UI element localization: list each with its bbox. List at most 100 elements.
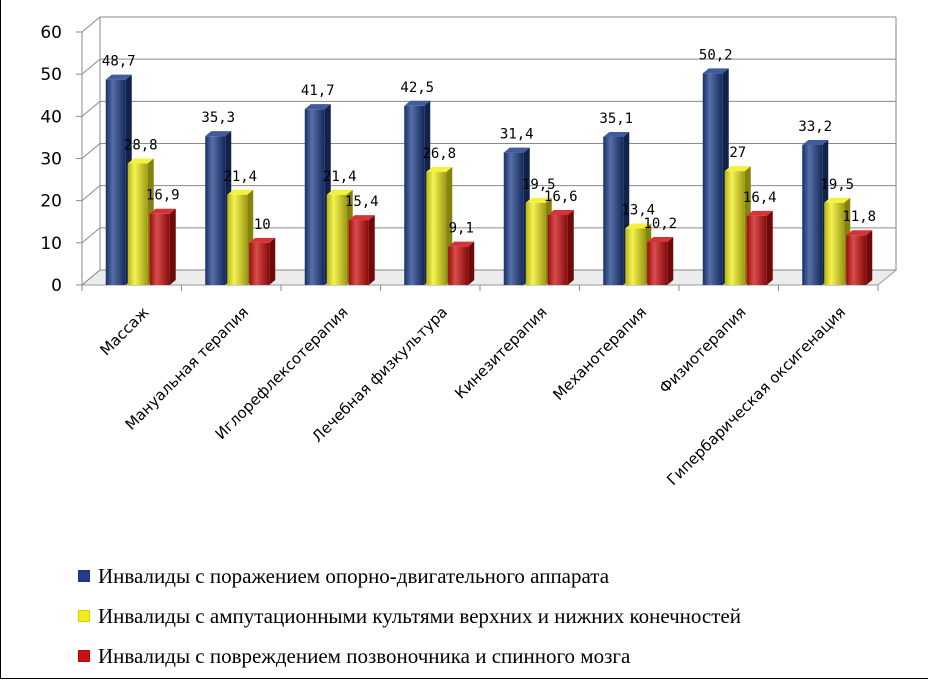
bar-top xyxy=(702,68,729,74)
bar-body xyxy=(603,136,624,285)
legend-label-3: Инвалиды с повреждением позвоночника и с… xyxy=(98,643,631,668)
bar-body xyxy=(724,171,745,285)
bar-side xyxy=(766,210,773,285)
x-category-label: Механотерапия xyxy=(549,303,650,404)
bar-top xyxy=(249,237,276,243)
bar-body xyxy=(127,163,148,285)
bar-top xyxy=(448,241,475,247)
bar-body xyxy=(802,145,823,285)
data-label: 10,2 xyxy=(643,216,677,232)
bar-top xyxy=(846,230,873,236)
y-tick-label: 10 xyxy=(40,234,62,254)
y-tick-label: 60 xyxy=(40,23,62,43)
data-label: 48,7 xyxy=(102,54,136,70)
gridline-side xyxy=(81,227,101,244)
data-label: 15,4 xyxy=(345,194,379,210)
bar-top xyxy=(802,140,829,146)
bar xyxy=(746,210,773,285)
bar-body xyxy=(846,235,867,285)
gridline-side xyxy=(81,269,101,286)
bar-body xyxy=(702,73,723,285)
legend-label-2: Инвалиды с ампутационными культями верхн… xyxy=(98,603,741,628)
data-label: 42,5 xyxy=(400,80,434,96)
legend: Инвалиды с поражением опорно-двигательно… xyxy=(78,556,741,676)
bar xyxy=(647,236,674,285)
bar-side xyxy=(866,230,873,285)
gridline-side xyxy=(81,100,101,117)
data-label: 9,1 xyxy=(449,221,474,237)
bar-side xyxy=(667,236,674,285)
bar-body xyxy=(227,194,248,285)
data-label: 10 xyxy=(254,217,271,233)
bar-top xyxy=(603,131,630,137)
bar-side xyxy=(567,210,574,285)
legend-item-3: Инвалиды с повреждением позвоночника и с… xyxy=(78,636,741,676)
bar-side xyxy=(368,215,375,285)
bar-top xyxy=(404,100,431,106)
legend-swatch-3 xyxy=(78,650,90,662)
bar xyxy=(448,241,475,285)
bar-top xyxy=(547,210,574,216)
bar-top xyxy=(304,104,331,110)
bar-top xyxy=(127,158,154,164)
bar-body xyxy=(426,171,447,285)
bar-body xyxy=(547,215,568,285)
data-label: 26,8 xyxy=(422,146,456,162)
bar-top xyxy=(746,210,773,216)
data-label: 16,9 xyxy=(146,188,180,204)
data-label: 21,4 xyxy=(323,169,357,185)
bar xyxy=(846,230,873,285)
data-label: 35,3 xyxy=(201,110,235,126)
data-label: 19,5 xyxy=(820,177,854,193)
bar-top xyxy=(326,189,353,195)
bar-chart: 0 10 20 30 40 50 60 48,7 28,8 16,9 Массаж 35,3 21,4 1… xyxy=(40,16,898,489)
bar-top xyxy=(205,131,232,137)
bar-body xyxy=(348,220,369,285)
bar-top xyxy=(503,147,530,153)
bar-top xyxy=(426,166,453,172)
bar xyxy=(149,208,176,285)
x-category-label: Массаж xyxy=(96,303,152,359)
bar-top xyxy=(348,215,375,221)
data-label: 16,4 xyxy=(743,190,777,206)
data-label: 16,6 xyxy=(544,189,578,205)
legend-swatch-2 xyxy=(78,610,90,622)
bar-body xyxy=(824,202,845,285)
gridline-side xyxy=(81,185,101,202)
bar-top xyxy=(625,223,652,229)
data-label: 28,8 xyxy=(124,138,158,154)
data-label: 13,4 xyxy=(621,202,655,218)
data-label: 50,2 xyxy=(699,47,733,63)
y-tick-label: 0 xyxy=(51,276,62,296)
bar-top xyxy=(149,208,176,214)
data-label: 31,4 xyxy=(500,127,534,143)
bar-body xyxy=(647,241,668,285)
bar-body xyxy=(625,228,646,285)
bar-body xyxy=(304,109,325,285)
bar-side xyxy=(468,241,475,285)
data-label: 11,8 xyxy=(842,209,876,225)
legend-swatch-1 xyxy=(78,570,90,582)
bar-top xyxy=(105,74,132,80)
bar-body xyxy=(746,215,767,285)
bar xyxy=(348,215,375,285)
bar-body xyxy=(404,105,425,286)
y-tick-label: 50 xyxy=(40,65,62,85)
legend-item-2: Инвалиды с ампутационными культями верхн… xyxy=(78,596,741,636)
bar xyxy=(547,210,574,285)
y-tick-label: 20 xyxy=(40,192,62,212)
bar-top xyxy=(525,197,552,203)
data-label: 21,4 xyxy=(223,169,257,185)
gridline-side xyxy=(81,143,101,159)
bar-body xyxy=(249,242,270,285)
y-tick-label: 40 xyxy=(40,107,62,127)
bar-body xyxy=(205,136,226,285)
x-category-label: Кинезитерапия xyxy=(451,303,550,402)
chart-floor xyxy=(80,269,898,286)
bar-top xyxy=(227,189,254,195)
bar-body xyxy=(503,152,524,285)
data-label: 41,7 xyxy=(301,83,335,99)
bar-body xyxy=(105,79,126,285)
gridline-side xyxy=(81,58,101,75)
